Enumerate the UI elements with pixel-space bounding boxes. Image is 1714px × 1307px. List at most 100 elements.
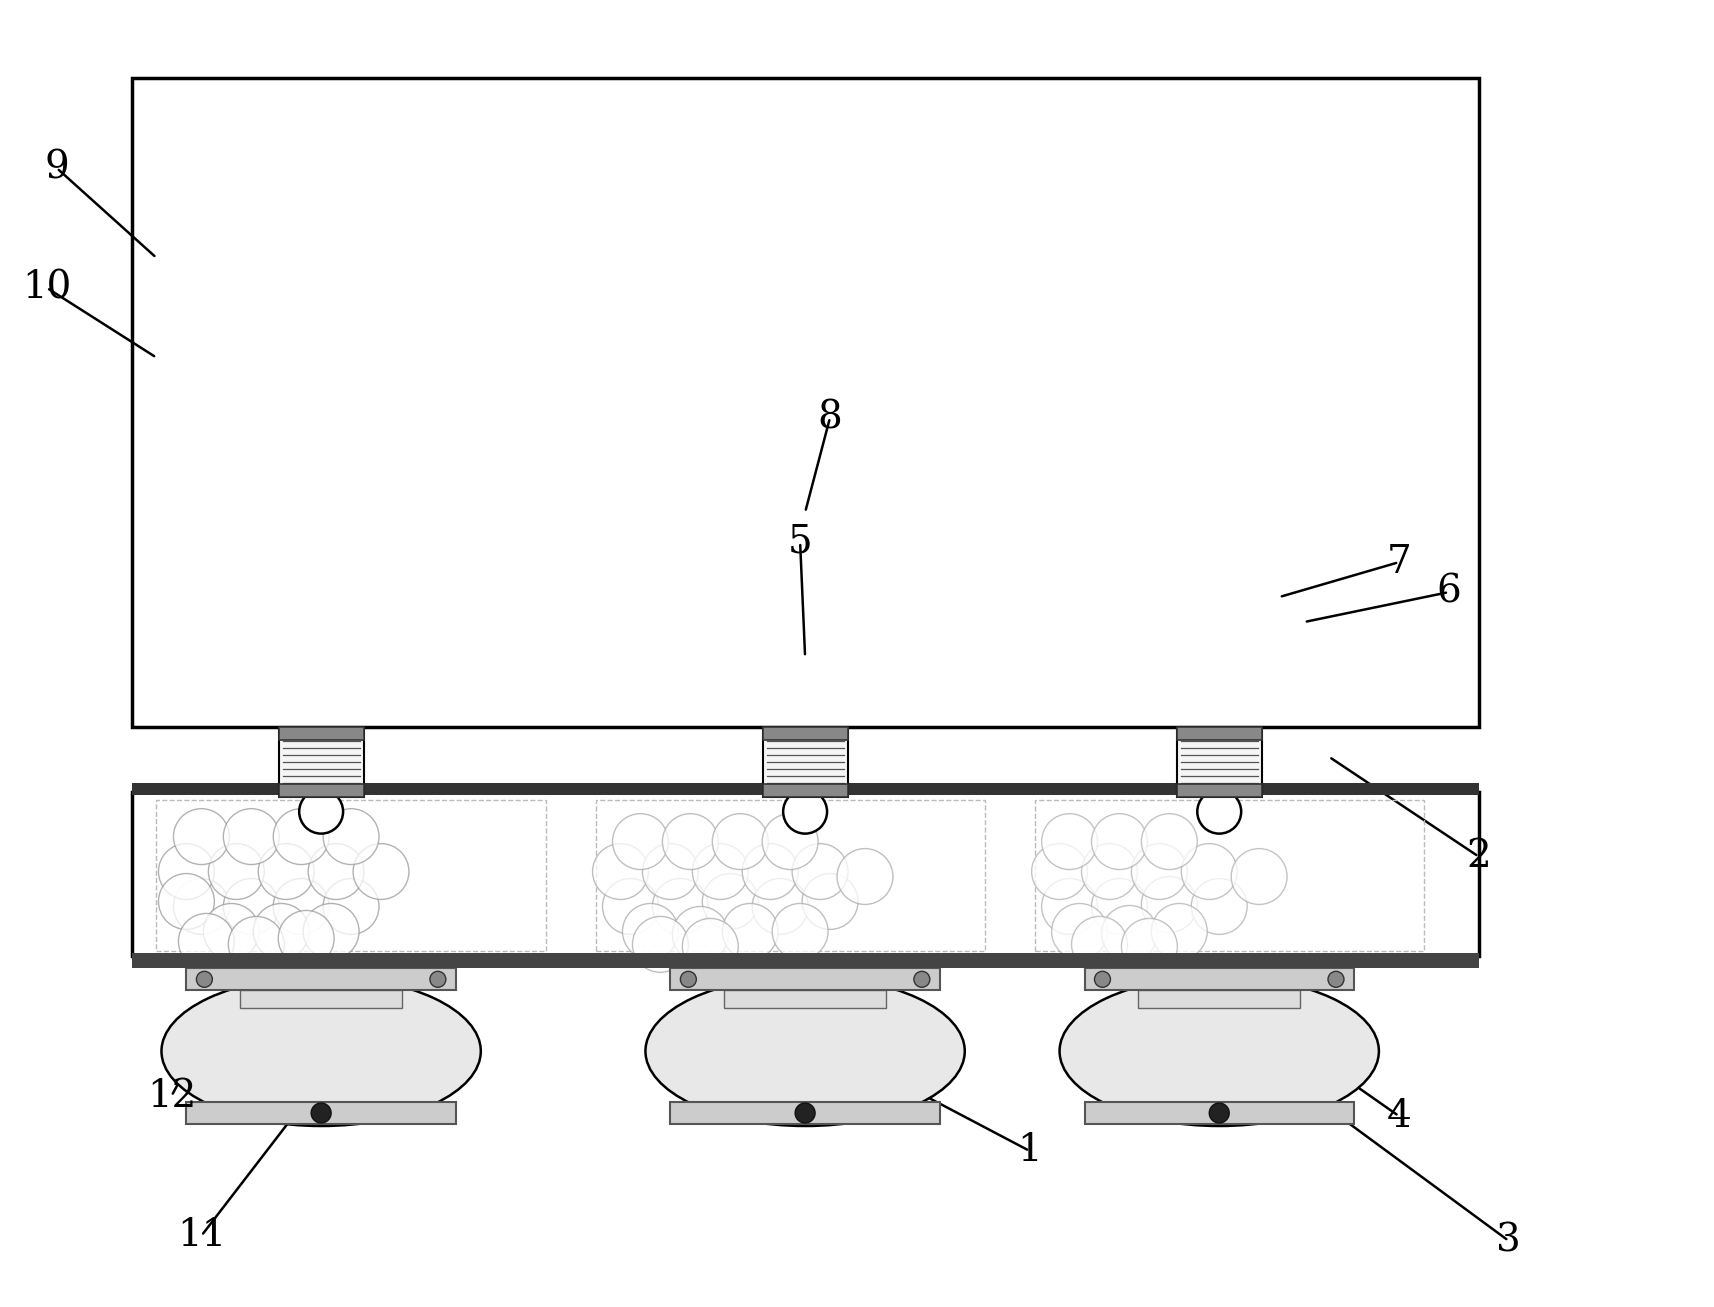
Circle shape	[1150, 903, 1207, 959]
Circle shape	[158, 873, 214, 929]
Bar	[1176, 727, 1262, 797]
Circle shape	[632, 916, 687, 972]
Circle shape	[322, 809, 379, 864]
Circle shape	[1040, 814, 1097, 869]
Circle shape	[1196, 789, 1241, 834]
Circle shape	[1090, 814, 1147, 869]
Circle shape	[682, 919, 737, 974]
Circle shape	[703, 873, 758, 929]
Bar	[156, 800, 545, 951]
Circle shape	[353, 843, 408, 899]
Circle shape	[593, 843, 648, 899]
Text: 2: 2	[1465, 838, 1489, 876]
Circle shape	[278, 911, 334, 966]
Text: 10: 10	[22, 269, 72, 306]
Circle shape	[309, 843, 363, 899]
Circle shape	[1142, 814, 1196, 869]
Circle shape	[643, 843, 698, 899]
Text: 3: 3	[1495, 1222, 1520, 1259]
Circle shape	[298, 789, 343, 834]
Bar	[763, 727, 847, 797]
Bar	[132, 792, 1477, 957]
Circle shape	[1121, 919, 1176, 974]
Circle shape	[259, 843, 314, 899]
Text: 5: 5	[787, 524, 812, 561]
Circle shape	[1231, 848, 1286, 904]
Circle shape	[711, 814, 768, 869]
Circle shape	[651, 878, 708, 935]
Text: 12: 12	[147, 1077, 195, 1115]
Circle shape	[173, 878, 230, 935]
Circle shape	[1191, 878, 1246, 935]
Bar	[132, 78, 1477, 727]
Circle shape	[1181, 843, 1236, 899]
Circle shape	[173, 809, 230, 864]
Circle shape	[310, 1103, 331, 1123]
Circle shape	[742, 843, 797, 899]
Bar	[670, 1102, 939, 1124]
Circle shape	[795, 1103, 814, 1123]
Circle shape	[1094, 971, 1109, 987]
Circle shape	[197, 971, 213, 987]
Bar	[279, 784, 363, 797]
Bar	[1083, 968, 1352, 991]
Bar	[187, 1102, 456, 1124]
Bar	[132, 783, 1477, 795]
Circle shape	[223, 878, 279, 935]
Circle shape	[1071, 916, 1126, 972]
Circle shape	[1208, 1103, 1229, 1123]
Circle shape	[771, 903, 828, 959]
Circle shape	[322, 878, 379, 935]
Bar	[723, 991, 886, 1008]
Circle shape	[1090, 878, 1147, 935]
Circle shape	[692, 843, 747, 899]
Bar	[1034, 800, 1423, 951]
Text: 9: 9	[45, 149, 69, 187]
Bar	[1083, 1102, 1352, 1124]
Circle shape	[792, 843, 847, 899]
Circle shape	[752, 878, 807, 935]
Circle shape	[680, 971, 696, 987]
Circle shape	[783, 789, 826, 834]
Circle shape	[158, 843, 214, 899]
Bar	[1176, 784, 1262, 797]
Circle shape	[1100, 906, 1157, 962]
Circle shape	[1327, 971, 1344, 987]
Bar	[1138, 991, 1299, 1008]
Ellipse shape	[161, 976, 480, 1127]
Ellipse shape	[1059, 976, 1378, 1127]
Circle shape	[612, 814, 668, 869]
Circle shape	[223, 809, 279, 864]
Bar	[279, 727, 363, 797]
Circle shape	[662, 814, 718, 869]
Ellipse shape	[644, 976, 965, 1127]
Circle shape	[1131, 843, 1186, 899]
Bar	[595, 800, 984, 951]
Circle shape	[914, 971, 929, 987]
Text: 6: 6	[1436, 574, 1460, 610]
Circle shape	[802, 873, 857, 929]
Circle shape	[430, 971, 446, 987]
Bar	[279, 727, 363, 740]
Text: 1: 1	[1016, 1132, 1042, 1170]
Text: 7: 7	[1385, 544, 1411, 580]
Circle shape	[273, 878, 329, 935]
Text: 11: 11	[177, 1217, 226, 1255]
Text: 4: 4	[1385, 1098, 1411, 1134]
Circle shape	[273, 809, 329, 864]
Circle shape	[254, 903, 309, 959]
Circle shape	[209, 843, 264, 899]
Circle shape	[228, 916, 285, 972]
Text: 8: 8	[818, 399, 842, 437]
Circle shape	[602, 878, 658, 935]
Circle shape	[1051, 903, 1107, 959]
Circle shape	[1142, 877, 1196, 932]
Bar	[763, 727, 847, 740]
Circle shape	[1032, 843, 1087, 899]
Circle shape	[836, 848, 893, 904]
Circle shape	[178, 914, 235, 970]
Circle shape	[1082, 843, 1136, 899]
Circle shape	[1040, 878, 1097, 935]
Circle shape	[303, 903, 358, 959]
Bar	[187, 968, 456, 991]
